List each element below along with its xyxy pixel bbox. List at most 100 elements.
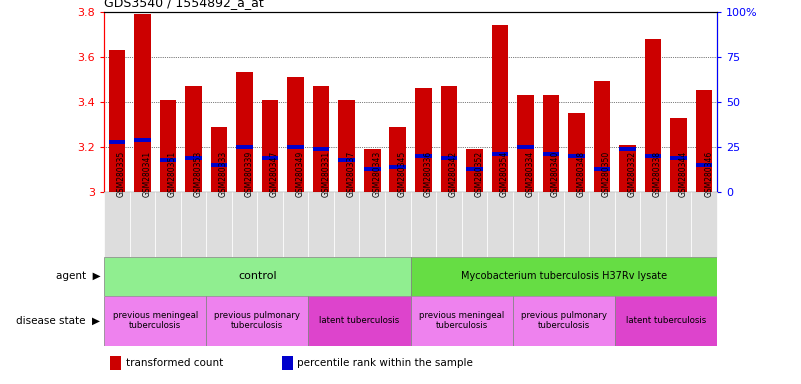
Bar [645,154,662,158]
Text: GSM280346: GSM280346 [704,151,713,197]
Bar [236,145,253,149]
Text: GSM280333: GSM280333 [219,151,228,197]
Bar [441,86,457,192]
Bar [109,50,125,192]
Bar [441,156,457,160]
Bar [134,14,151,192]
Text: GSM280332: GSM280332 [627,151,637,197]
Bar [466,167,483,172]
Bar [211,163,227,167]
Bar [308,192,334,257]
Text: GSM280343: GSM280343 [372,151,381,197]
Text: GSM280351: GSM280351 [168,151,177,197]
Bar [134,138,151,142]
Bar [410,192,436,257]
Bar [466,149,483,192]
Bar [385,192,410,257]
Bar [461,192,487,257]
Bar [594,81,610,192]
Text: disease state  ▶: disease state ▶ [16,316,100,326]
Bar [696,163,712,167]
Text: Mycobacterium tuberculosis H37Rv lysate: Mycobacterium tuberculosis H37Rv lysate [461,271,666,281]
Text: GSM280335: GSM280335 [117,151,126,197]
Bar [564,192,590,257]
Bar [666,192,691,257]
Bar [111,356,121,370]
Bar [360,192,385,257]
Bar [696,91,712,192]
Text: previous meningeal
tuberculosis: previous meningeal tuberculosis [113,311,198,330]
Bar [181,192,207,257]
Bar [389,165,406,169]
Bar [308,296,410,346]
Bar [619,147,636,151]
Text: GSM280345: GSM280345 [398,151,407,197]
Text: GSM280353: GSM280353 [194,151,203,197]
Bar [159,158,176,162]
Bar [207,192,231,257]
Bar [334,192,360,257]
Bar [130,192,155,257]
Bar [109,140,125,144]
Text: agent  ▶: agent ▶ [55,271,100,281]
Bar [410,257,717,296]
Bar [283,192,308,257]
Bar [262,99,279,192]
Bar [619,145,636,192]
Bar [257,192,283,257]
Bar [104,296,207,346]
Text: GSM280337: GSM280337 [347,151,356,197]
Bar [645,38,662,192]
Bar [590,192,615,257]
Text: GSM280344: GSM280344 [678,151,687,197]
Bar [338,158,355,162]
Bar [231,192,257,257]
Text: GSM280341: GSM280341 [143,151,151,197]
Bar [104,192,130,257]
Bar [262,156,279,160]
Bar [615,296,717,346]
Bar [492,25,508,192]
Bar [542,152,559,156]
Text: GSM280347: GSM280347 [270,151,279,197]
Text: latent tuberculosis: latent tuberculosis [626,316,706,325]
Text: previous meningeal
tuberculosis: previous meningeal tuberculosis [419,311,504,330]
Bar [615,192,640,257]
Bar [415,88,432,192]
Text: GSM280340: GSM280340 [551,151,560,197]
Text: GSM280350: GSM280350 [602,151,611,197]
Text: GSM280338: GSM280338 [653,151,662,197]
Bar [364,149,380,192]
Bar [282,356,293,370]
Bar [487,192,513,257]
Bar [517,145,533,149]
Bar [338,99,355,192]
Text: GDS3540 / 1554892_a_at: GDS3540 / 1554892_a_at [104,0,264,9]
Bar [389,127,406,192]
Bar [185,86,202,192]
Bar [436,192,461,257]
Text: GSM280336: GSM280336 [423,151,433,197]
Bar [513,192,538,257]
Bar [670,156,687,160]
Text: GSM280342: GSM280342 [449,151,458,197]
Bar [313,86,329,192]
Bar [313,147,329,151]
Text: previous pulmonary
tuberculosis: previous pulmonary tuberculosis [521,311,606,330]
Text: transformed count: transformed count [126,358,223,368]
Bar [104,257,410,296]
Bar [691,192,717,257]
Bar [542,95,559,192]
Bar [594,167,610,172]
Bar [410,296,513,346]
Bar [640,192,666,257]
Bar [159,99,176,192]
Text: GSM280354: GSM280354 [500,151,509,197]
Text: GSM280334: GSM280334 [525,151,534,197]
Text: latent tuberculosis: latent tuberculosis [320,316,400,325]
Bar [538,192,564,257]
Bar [211,127,227,192]
Text: GSM280349: GSM280349 [296,151,304,197]
Bar [670,118,687,192]
Bar [517,95,533,192]
